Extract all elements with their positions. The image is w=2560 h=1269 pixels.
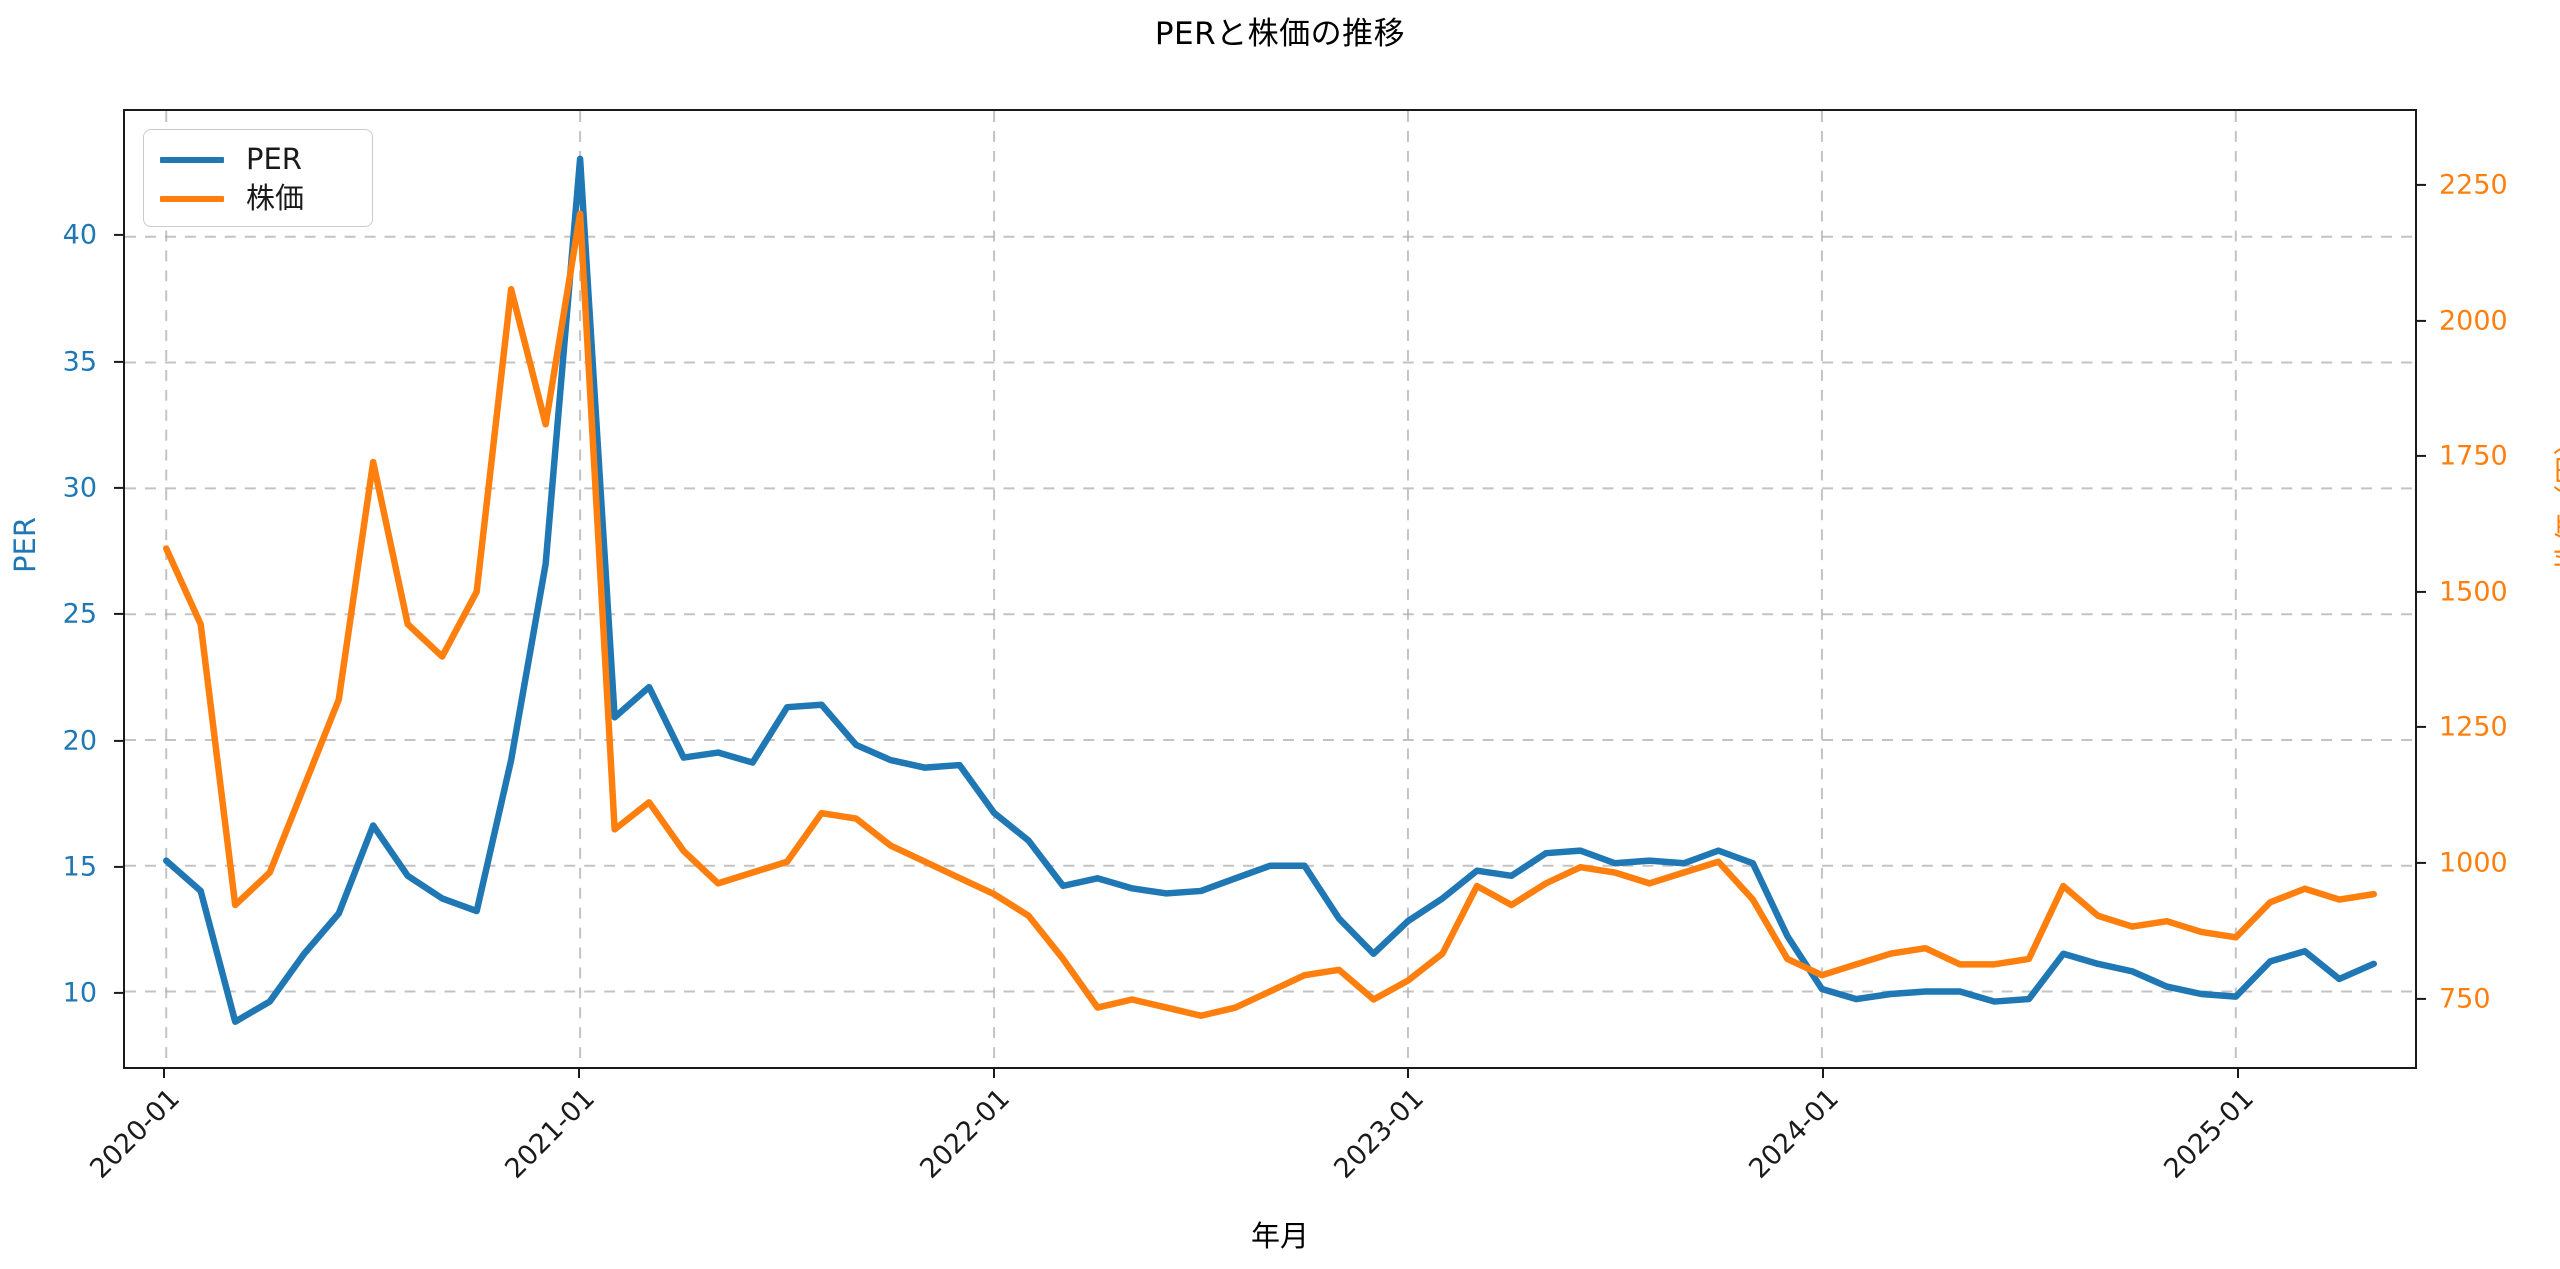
y-axis-right-tick: 2000 xyxy=(2439,305,2508,336)
y-axis-left-ticks: 10 15 20 25 30 35 40 xyxy=(0,109,123,1069)
y-axis-right-ticks: 750 1000 1250 1500 1750 2000 2250 xyxy=(2417,109,2560,1069)
y-axis-left-tick-mark xyxy=(114,865,123,868)
x-axis-tick-mark xyxy=(992,1069,995,1078)
y-axis-left-tick: 30 xyxy=(62,472,97,504)
x-axis-tick-mark xyxy=(2236,1069,2239,1078)
chart-title: PERと株価の推移 xyxy=(1154,16,1406,52)
x-axis-tick-mark xyxy=(1407,1069,1410,1078)
y-axis-left-tick: 10 xyxy=(62,977,97,1009)
y-axis-right-tick: 1500 xyxy=(2439,576,2508,608)
x-axis-tick-mark xyxy=(163,1069,166,1078)
y-axis-right-tick: 1250 xyxy=(2439,711,2508,743)
y-axis-right-tick-mark xyxy=(2417,861,2426,864)
y-axis-left-tick-mark xyxy=(114,360,123,363)
legend-item-stock[interactable]: 株価 xyxy=(144,179,372,218)
y-axis-right-tick: 1000 xyxy=(2439,847,2508,879)
y-axis-right-tick-mark xyxy=(2417,997,2426,1000)
x-axis-tick-mark xyxy=(577,1069,581,1078)
y-axis-left-tick-mark xyxy=(114,613,123,616)
x-axis-label: 年月 xyxy=(1250,1219,1309,1253)
x-axis-ticks: 2020-01 2021-01 2022-01 2023-01 2024-01 2025-… xyxy=(0,1069,2560,1189)
series-lines xyxy=(162,155,2378,1025)
y-axis-left-tick-mark xyxy=(114,486,123,489)
chart-legend[interactable]: PER 株価 xyxy=(143,129,373,227)
y-axis-left-tick-mark xyxy=(114,739,123,742)
y-axis-left-tick: 15 xyxy=(62,851,97,883)
y-axis-left-tick: 40 xyxy=(62,219,97,251)
y-axis-left-label: PER xyxy=(8,517,42,573)
y-axis-right-tick: 1750 xyxy=(2439,440,2508,472)
legend-swatch-stock xyxy=(160,195,224,202)
legend-label-stock: 株価 xyxy=(246,181,305,215)
y-axis-right-tick-mark xyxy=(2417,590,2426,593)
y-axis-right-tick-mark xyxy=(2417,183,2426,186)
y-axis-left-tick: 35 xyxy=(62,346,97,378)
y-axis-right-tick-mark xyxy=(2417,319,2426,322)
y-axis-right-tick: 750 xyxy=(2439,983,2491,1014)
legend-swatch-per xyxy=(160,156,224,163)
y-axis-right-tick: 2250 xyxy=(2439,169,2508,201)
plot-area: PER 株価 xyxy=(123,109,2417,1069)
y-axis-left-tick-mark xyxy=(114,234,123,237)
y-axis-right-tick-mark xyxy=(2417,726,2426,729)
y-axis-left-tick: 25 xyxy=(62,598,97,630)
grid-lines xyxy=(125,111,2415,1067)
y-axis-left-tick-mark xyxy=(114,992,123,995)
x-axis-tick-mark xyxy=(1821,1069,1825,1078)
legend-label-per: PER xyxy=(246,142,302,176)
y-axis-right-label: 株価（円） xyxy=(2552,426,2560,572)
y-axis-right-tick-mark xyxy=(2417,455,2426,458)
y-axis-left-tick: 20 xyxy=(62,725,97,757)
legend-item-per[interactable]: PER xyxy=(144,140,372,179)
